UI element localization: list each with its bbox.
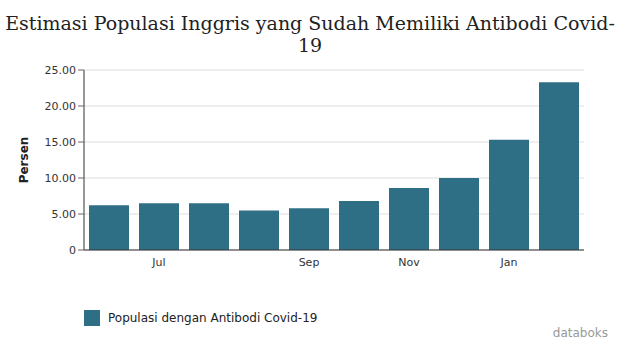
svg-text:Sep: Sep <box>299 256 320 269</box>
html-text:Estimasi Populasi Inggris yang: Estimasi Populasi Inggris yang Sudah Mem… <box>5 12 615 56</box>
svg-text:Persen: Persen <box>17 137 31 184</box>
svg-text:Nov: Nov <box>398 256 420 269</box>
svg-text:0: 0 <box>69 244 76 257</box>
svg-text:Jul: Jul <box>151 256 165 269</box>
svg-text:5.00: 5.00 <box>52 208 77 221</box>
svg-text:25.00: 25.00 <box>45 64 77 77</box>
svg-text:20.00: 20.00 <box>45 100 77 113</box>
html-text:databoks: databoks <box>552 326 608 340</box>
svg-text:15.00: 15.00 <box>45 136 77 149</box>
svg-text:10.00: 10.00 <box>45 172 77 185</box>
svg-text:Jan: Jan <box>500 256 518 269</box>
html-text:Populasi dengan Antibodi Covid: Populasi dengan Antibodi Covid-19 <box>108 311 318 325</box>
